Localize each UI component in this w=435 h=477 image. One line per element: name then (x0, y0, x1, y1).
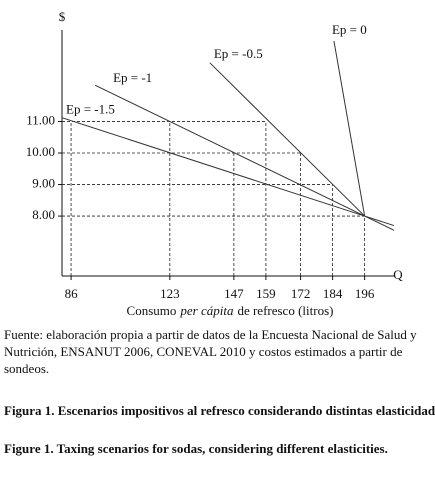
y-axis-label: $ (59, 9, 66, 24)
x-tick-label: 123 (160, 286, 180, 301)
x-tick-label: 159 (256, 286, 276, 301)
x-label-part: de refresco (litros) (237, 303, 333, 318)
series-label: Ep = -1 (113, 70, 152, 85)
y-tick-label: 8.00 (32, 207, 55, 222)
source-note: Fuente: elaboración propia a partir de d… (4, 327, 417, 376)
x-label-part: per cápita (179, 303, 234, 318)
series-label: Ep = -0.5 (214, 46, 263, 61)
series-line (94, 84, 395, 231)
y-tick-label: 11.00 (26, 112, 55, 127)
series-line (61, 117, 395, 227)
x-tick-label: 172 (291, 286, 311, 301)
figure-caption-es: Figura 1. Escenarios impositivos al refr… (4, 403, 435, 418)
x-axis-name: Q (393, 267, 403, 282)
x-tick-label: 196 (355, 286, 375, 301)
chart: $ Q Consumo per cápita de refresco (litros… (26, 9, 404, 318)
x-tick-label: 184 (323, 286, 343, 301)
series-line (333, 40, 366, 217)
figure-caption-en: Figure 1. Taxing scenarios for sodas, co… (4, 441, 388, 456)
y-tick-label: 9.00 (32, 176, 55, 191)
x-axis-label: Consumo per cápita de refresco (litros) (127, 303, 334, 318)
series-line (209, 62, 365, 217)
x-tick-label: 147 (224, 286, 244, 301)
series-label: Ep = 0 (332, 22, 367, 37)
series-label: Ep = -1.5 (66, 102, 115, 117)
y-tick-label: 10.00 (26, 144, 55, 159)
x-label-part: Consumo (127, 303, 177, 318)
x-tick-label: 86 (65, 286, 79, 301)
